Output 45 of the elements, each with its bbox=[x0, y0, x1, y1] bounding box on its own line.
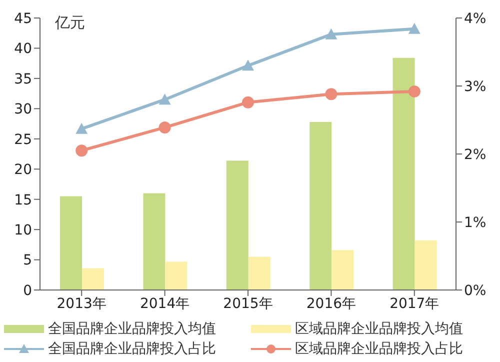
y-tick-label: 45 bbox=[14, 10, 32, 27]
point bbox=[242, 60, 254, 71]
legend-label: 全国品牌企业品牌投入均值 bbox=[48, 320, 216, 338]
y-tick-label: 15 bbox=[14, 192, 32, 208]
point bbox=[325, 88, 338, 100]
point bbox=[408, 22, 420, 34]
y-tick-label: 5 bbox=[23, 252, 32, 269]
bar bbox=[248, 256, 270, 290]
y2-tick-label: 0% bbox=[464, 282, 486, 299]
y-tick-label: 40 bbox=[14, 41, 32, 58]
bar bbox=[332, 250, 354, 290]
y-tick-label: 25 bbox=[14, 132, 32, 148]
bar bbox=[82, 268, 104, 290]
y2-tick-label: 2% bbox=[464, 146, 486, 163]
y-tick-label: 30 bbox=[14, 102, 32, 118]
bar bbox=[226, 160, 248, 290]
x-tick-label: 2013年 bbox=[56, 296, 106, 312]
point bbox=[158, 121, 171, 134]
bar bbox=[392, 58, 415, 290]
bar bbox=[310, 122, 332, 290]
point bbox=[158, 94, 171, 105]
y-axis-title: 亿元 bbox=[54, 14, 85, 32]
point bbox=[408, 85, 420, 98]
point bbox=[242, 96, 254, 108]
x-tick-label: 2016年 bbox=[306, 296, 356, 312]
y-tick-label: 20 bbox=[14, 162, 32, 178]
bar bbox=[414, 240, 437, 290]
y-tick-label: 0 bbox=[23, 282, 32, 299]
point bbox=[325, 28, 338, 40]
legend-label: 区域品牌企业品牌投入占比 bbox=[295, 340, 463, 358]
x-tick-label: 2015年 bbox=[223, 296, 273, 312]
y-tick-label: 10 bbox=[14, 222, 32, 239]
y2-tick-label: 3% bbox=[464, 78, 486, 95]
y2-tick-label: 1% bbox=[464, 214, 486, 231]
legend-label: 区域品牌企业品牌投入均值 bbox=[295, 320, 463, 338]
point bbox=[76, 122, 88, 134]
y2-tick-label: 4% bbox=[464, 10, 486, 27]
bar bbox=[60, 196, 82, 290]
bar bbox=[165, 262, 188, 290]
point bbox=[76, 144, 88, 157]
x-tick-label: 2017年 bbox=[390, 296, 440, 312]
x-tick-label: 2014年 bbox=[140, 296, 190, 312]
y-tick-label: 35 bbox=[14, 71, 32, 88]
legend-label: 全国品牌企业品牌投入占比 bbox=[48, 340, 216, 358]
bar bbox=[143, 193, 166, 290]
